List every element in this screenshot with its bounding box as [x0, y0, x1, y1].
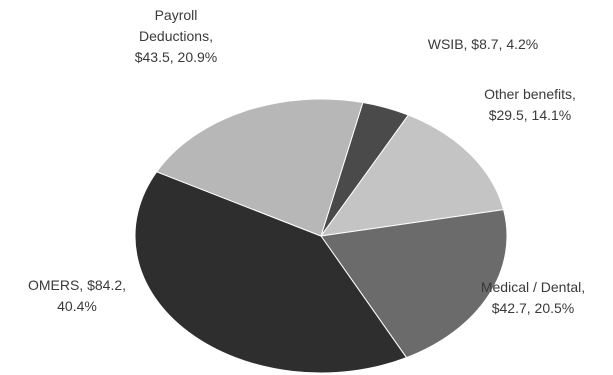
slice-label-line: Deductions,	[139, 28, 213, 44]
slice-label-medical-dental: Medical / Dental, $42.7, 20.5%	[458, 277, 608, 319]
pie-slice-medical-dental	[320, 209, 508, 359]
slice-label-line: Medical / Dental,	[480, 279, 586, 295]
slice-label-line: Other benefits,	[484, 86, 576, 102]
slice-label-line: WSIB, $8.7, 4.2%	[427, 36, 539, 52]
pie-slice-payroll-deductions	[155, 98, 364, 237]
slice-label-omers: OMERS, $84.2, 40.4%	[2, 275, 152, 317]
slice-label-payroll-deductions: Payroll Deductions, $43.5, 20.9%	[106, 5, 246, 68]
slice-label-line: OMERS, $84.2,	[27, 277, 127, 293]
slice-label-line: $43.5, 20.9%	[134, 49, 218, 65]
slice-label-wsib: WSIB, $8.7, 4.2%	[408, 34, 558, 55]
slice-label-line: $29.5, 14.1%	[488, 107, 572, 123]
slice-label-line: 40.4%	[57, 298, 97, 314]
pie-slice-omers	[134, 171, 408, 374]
slice-label-line: $42.7, 20.5%	[491, 300, 575, 316]
pie-slice-other-benefits	[319, 114, 505, 237]
slice-label-other-benefits: Other benefits, $29.5, 14.1%	[455, 84, 605, 126]
slice-label-line: Payroll	[154, 7, 198, 23]
